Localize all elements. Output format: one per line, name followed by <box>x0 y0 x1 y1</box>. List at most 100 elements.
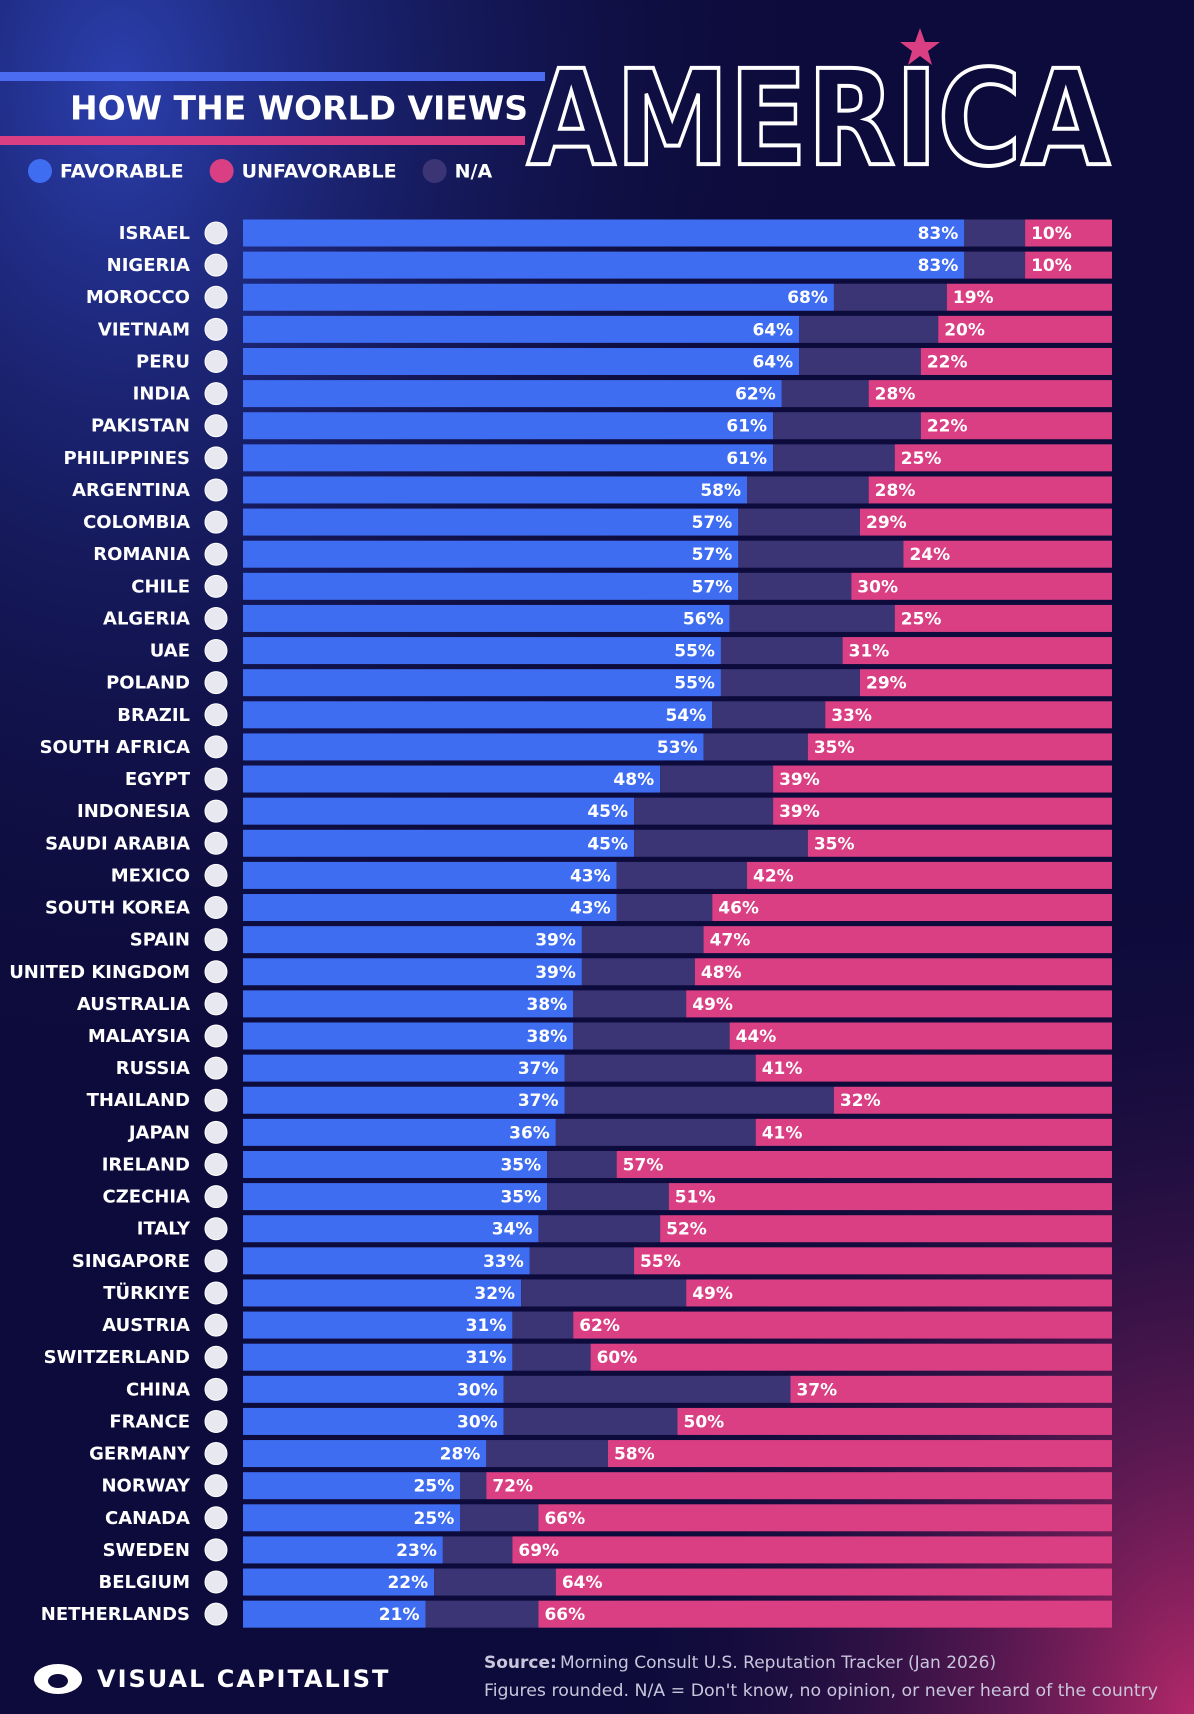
y-tick-label: FRANCE <box>109 1411 190 1432</box>
flag-icon <box>204 896 228 920</box>
y-tick-label: BELGIUM <box>99 1572 191 1593</box>
value-label: 31% <box>849 642 890 662</box>
flag-icon <box>204 960 228 984</box>
y-tick-label: COLOMBIA <box>83 512 190 533</box>
value-label: 47% <box>710 931 751 951</box>
flag-icon <box>204 1345 228 1369</box>
value-label: 66% <box>544 1509 585 1529</box>
value-label: 72% <box>492 1477 533 1497</box>
flag-icon <box>204 478 228 502</box>
bar-segment <box>616 1150 1112 1178</box>
legend-label: UNFAVORABLE <box>242 161 397 183</box>
value-label: 30% <box>457 1380 498 1400</box>
y-tick-label: INDIA <box>133 384 190 405</box>
legend: FAVORABLE UNFAVORABLE N/A <box>28 159 492 183</box>
brand: VISUAL CAPITALIST <box>97 1665 390 1693</box>
value-label: 30% <box>857 577 898 597</box>
value-label: 56% <box>683 609 724 629</box>
bar-segment <box>547 1150 617 1178</box>
bar-segment <box>243 797 635 825</box>
value-label: 38% <box>527 995 568 1015</box>
star-icon <box>900 28 940 65</box>
bar-segment <box>807 829 1112 857</box>
flag-icon <box>204 1538 228 1562</box>
value-label: 64% <box>562 1573 603 1593</box>
value-label: 34% <box>492 1220 533 1240</box>
bar-segment <box>243 444 774 472</box>
value-label: 30% <box>457 1412 498 1432</box>
bar-segment <box>694 958 1112 986</box>
flag-icon <box>204 1056 228 1080</box>
bar-segment <box>243 251 965 279</box>
y-tick-label: UNITED KINGDOM <box>9 962 190 983</box>
value-label: 45% <box>587 802 628 822</box>
value-label: 42% <box>753 866 794 886</box>
y-tick-label: BRAZIL <box>117 705 190 726</box>
bar-segment <box>243 1472 461 1500</box>
bar-segment <box>243 829 635 857</box>
flag-icon <box>204 253 228 277</box>
bar-segment <box>573 1022 730 1050</box>
flag-icon <box>204 510 228 534</box>
y-tick-label: SINGAPORE <box>72 1251 190 1272</box>
bar-segment <box>243 1407 504 1435</box>
chart-title: HOW THE WORLD VIEWS <box>70 89 528 128</box>
bar-segment <box>773 765 1112 793</box>
y-tick-label: IRELAND <box>102 1154 190 1175</box>
flag-icon <box>204 1088 228 1112</box>
value-label: 45% <box>587 834 628 854</box>
value-label: 31% <box>466 1348 507 1368</box>
bar-segment <box>243 733 704 761</box>
flag-icon <box>204 446 228 470</box>
value-label: 37% <box>796 1380 837 1400</box>
flag-icon <box>204 1570 228 1594</box>
flag-icon <box>204 414 228 438</box>
legend-swatch <box>209 159 234 183</box>
value-label: 35% <box>814 834 855 854</box>
flag-icon <box>204 928 228 952</box>
bar-segment <box>720 669 860 697</box>
bar-segment <box>243 283 834 311</box>
flag-icon <box>204 1152 228 1176</box>
value-label: 25% <box>901 449 942 469</box>
legend-label: N/A <box>455 161 493 183</box>
bar-segment <box>920 412 1112 440</box>
y-tick-label: MALAYSIA <box>88 1026 190 1047</box>
value-label: 43% <box>570 899 611 919</box>
value-label: 24% <box>909 545 950 565</box>
bar-segment <box>842 637 1112 665</box>
value-label: 39% <box>779 802 820 822</box>
bar-segment <box>868 380 1112 408</box>
bar-segment <box>243 1150 548 1178</box>
logo-icon <box>48 1674 68 1688</box>
bar-segment <box>851 572 1112 600</box>
bar-segment <box>781 380 869 408</box>
value-label: 57% <box>692 513 733 533</box>
flag-icon <box>204 767 228 791</box>
y-tick-label: VIETNAM <box>98 319 190 340</box>
bar-segment <box>859 669 1112 697</box>
flag-icon <box>204 1602 228 1626</box>
bar-segment <box>243 347 800 375</box>
bar-segment <box>425 1600 539 1628</box>
bar-segment <box>243 476 748 504</box>
value-label: 57% <box>692 577 733 597</box>
flag-icon <box>204 1377 228 1401</box>
value-label: 28% <box>440 1445 481 1465</box>
value-label: 83% <box>918 224 959 244</box>
y-tick-label: SPAIN <box>130 930 190 951</box>
bar-segment <box>712 894 1112 922</box>
y-tick-label: ITALY <box>137 1219 191 1240</box>
bar-segment <box>243 540 739 568</box>
bar-segment <box>894 604 1112 632</box>
y-tick-label: ALGERIA <box>103 608 190 629</box>
value-label: 68% <box>787 288 828 308</box>
value-label: 22% <box>387 1573 428 1593</box>
value-label: 69% <box>518 1541 559 1561</box>
bar-segment <box>538 1504 1112 1532</box>
bar-segment <box>243 701 713 729</box>
bar-segment <box>243 315 800 343</box>
bar-segment <box>434 1568 556 1596</box>
bar-segment <box>243 508 739 536</box>
